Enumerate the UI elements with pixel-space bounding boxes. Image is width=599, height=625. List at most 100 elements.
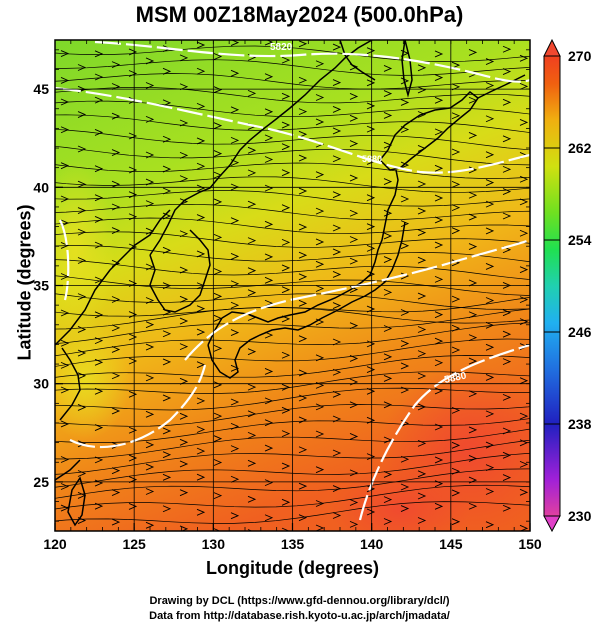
wind-arrow — [298, 223, 308, 231]
wind-arrow — [162, 135, 172, 143]
wind-arrow — [349, 355, 359, 362]
wind-arrow — [519, 198, 529, 206]
wind-arrow — [264, 331, 274, 339]
wind-arrow — [60, 242, 70, 249]
streamline — [55, 59, 530, 76]
wind-arrow — [281, 351, 291, 359]
wind-arrow — [485, 464, 495, 472]
wind-arrow — [162, 330, 172, 338]
wind-arrow — [111, 467, 121, 475]
wind-arrow — [315, 354, 325, 362]
wind-arrow — [94, 456, 104, 464]
colorbar-label: 230 — [568, 508, 592, 524]
wind-arrow — [519, 266, 529, 274]
wind-arrow — [315, 118, 325, 126]
streamline — [55, 293, 530, 310]
wind-arrow — [111, 180, 121, 188]
wind-arrow — [213, 122, 223, 130]
wind-arrow — [94, 50, 104, 58]
wind-arrow — [451, 180, 461, 188]
wind-arrow — [230, 252, 240, 260]
wind-arrow — [77, 111, 87, 118]
wind-arrow — [485, 488, 495, 495]
wind-arrow — [281, 462, 291, 470]
wind-arrow — [298, 273, 308, 281]
wind-arrow — [519, 175, 529, 183]
streamline — [55, 484, 530, 510]
wind-arrow — [298, 394, 308, 402]
wind-arrow — [502, 135, 512, 143]
wind-arrow — [383, 436, 393, 444]
wind-arrow — [145, 463, 155, 471]
wind-arrow — [451, 112, 461, 120]
wind-arrow — [417, 180, 427, 188]
wind-arrow — [434, 275, 444, 283]
wind-arrow — [60, 77, 70, 84]
streamline — [55, 468, 530, 499]
wind-arrow — [451, 148, 461, 156]
wind-arrow — [179, 460, 189, 468]
wind-arrow — [196, 397, 206, 405]
wind-arrow — [179, 317, 189, 325]
wind-arrow — [111, 324, 121, 332]
wind-arrow — [315, 524, 325, 531]
streamline — [55, 203, 530, 221]
streamline — [55, 404, 530, 427]
wind-arrow — [332, 390, 342, 398]
wind-arrow — [485, 297, 495, 304]
wind-arrow — [230, 217, 240, 225]
wind-arrow — [128, 48, 138, 56]
wind-arrow — [213, 53, 223, 60]
wind-arrow — [60, 195, 70, 203]
wind-arrow — [315, 285, 325, 292]
wind-arrow — [519, 460, 529, 468]
wind-arrow — [485, 200, 495, 208]
wind-arrow — [264, 444, 274, 452]
wind-arrow — [77, 207, 87, 214]
colorbar-label: 246 — [568, 324, 592, 340]
wind-arrow — [162, 358, 172, 366]
wind-arrow — [94, 241, 104, 249]
wind-arrow — [196, 250, 206, 258]
wind-arrow — [213, 233, 223, 241]
x-tick-label: 135 — [281, 536, 305, 552]
wind-arrow — [94, 73, 104, 81]
wind-arrow — [247, 200, 257, 208]
wind-arrow — [485, 115, 495, 123]
wind-arrow — [502, 212, 512, 220]
wind-arrow — [400, 505, 410, 512]
wind-arrow — [281, 143, 291, 151]
wind-arrow — [162, 394, 172, 402]
streamline — [55, 338, 530, 367]
wind-arrow — [417, 111, 427, 118]
y-axis-ticks: 25 30 35 40 45 — [33, 49, 530, 522]
wind-arrow — [111, 372, 121, 380]
wind-arrow — [502, 451, 512, 459]
wind-arrow — [196, 447, 206, 455]
wind-arrow — [332, 485, 342, 492]
wind-arrow — [400, 483, 410, 491]
wind-arrow — [502, 330, 512, 338]
streamline — [55, 176, 530, 193]
wind-arrow — [213, 292, 223, 300]
wind-arrow — [264, 108, 274, 116]
wind-arrow — [77, 470, 87, 477]
wind-arrow — [213, 198, 223, 206]
streamline — [55, 501, 530, 524]
wind-arrow — [60, 162, 70, 170]
wind-arrow — [145, 82, 155, 89]
wind-arrow — [145, 115, 155, 123]
wind-arrow — [383, 325, 393, 332]
wind-arrow — [77, 228, 87, 236]
y-axis-label: Latitude (degrees) — [14, 204, 35, 361]
x-tick-label: 150 — [518, 536, 542, 552]
streamline — [55, 73, 530, 90]
wind-arrow — [315, 60, 325, 68]
wind-arrow — [111, 149, 121, 156]
streamline — [55, 322, 530, 357]
wind-arrow — [502, 68, 512, 75]
wind-arrow — [468, 279, 478, 287]
wind-arrow — [332, 368, 342, 376]
wind-arrow — [434, 128, 444, 136]
wind-arrow — [298, 154, 308, 162]
